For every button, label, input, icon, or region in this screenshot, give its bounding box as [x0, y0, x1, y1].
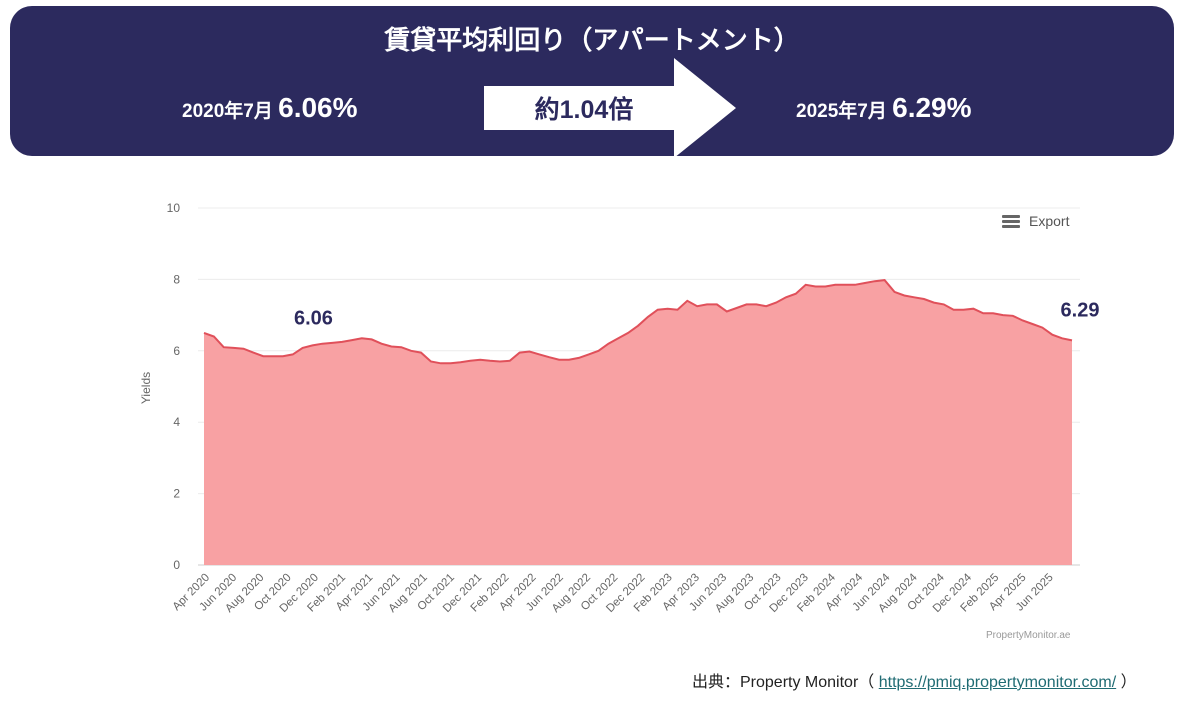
end-date: 2025年7月 — [796, 101, 887, 122]
y-tick-label: 2 — [173, 487, 180, 501]
source-link[interactable]: https://pmiq.propertymonitor.com/ — [878, 674, 1117, 691]
summary-banner: 賃貸平均利回り（アパートメント） 2020年7月 6.06% 約1.04倍 20… — [10, 6, 1174, 158]
y-axis-label: Yields — [139, 372, 153, 404]
y-tick-label: 6 — [173, 344, 180, 358]
data-label: 6.29 — [1061, 299, 1100, 321]
y-axis-ticks: 0 2 4 6 8 10 — [167, 201, 181, 572]
start-value: 6.06% — [278, 92, 358, 123]
source-suffix: ） — [1120, 674, 1137, 691]
series-line — [203, 279, 1073, 365]
data-label: 6.06 — [294, 308, 333, 330]
banner-title: 賃貸平均利回り（アパートメント） — [384, 25, 800, 55]
y-tick-label: 4 — [173, 415, 180, 429]
export-button[interactable]: Export — [1002, 213, 1069, 229]
y-tick-label: 8 — [173, 272, 180, 286]
menu-icon — [1002, 214, 1020, 228]
y-tick-label: 10 — [167, 201, 181, 215]
arrow-right-icon — [484, 58, 736, 158]
export-label: Export — [1029, 213, 1070, 229]
ratio-label: 約1.04倍 — [534, 96, 634, 124]
annotations: 6.06 6.29 — [294, 299, 1099, 329]
chart-credit: PropertyMonitor.ae — [986, 630, 1071, 641]
start-date: 2020年7月 — [182, 101, 273, 122]
start-yield: 2020年7月 6.06% — [182, 92, 358, 124]
end-yield: 2025年7月 6.29% — [796, 92, 972, 124]
area-fill — [204, 280, 1072, 565]
source-prefix: 出典：Property Monitor（ — [692, 674, 875, 691]
end-value: 6.29% — [892, 92, 972, 123]
source-note: 出典：Property Monitor（ https://pmiq.proper… — [692, 668, 1137, 692]
y-tick-label: 0 — [173, 558, 180, 572]
